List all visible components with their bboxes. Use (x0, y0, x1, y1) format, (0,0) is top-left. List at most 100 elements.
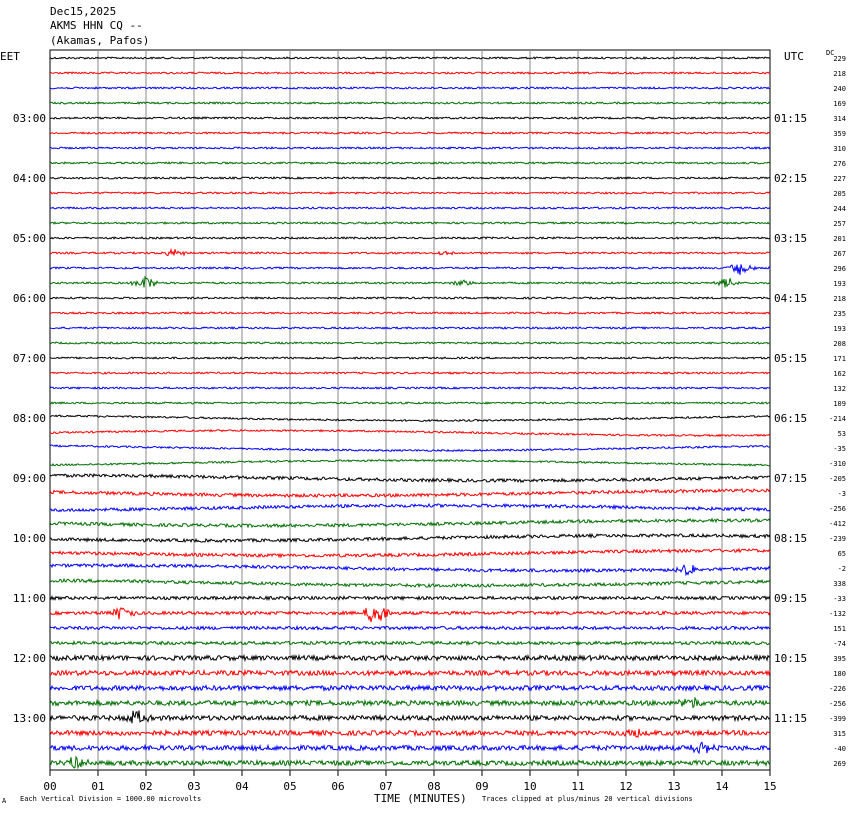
trace-row (49, 577, 771, 589)
dc-offset-label: 218 (833, 70, 846, 78)
trace-row (49, 86, 771, 90)
x-tick-label: 05 (283, 780, 296, 793)
dc-offset-label: 65 (838, 550, 846, 558)
trace-row (49, 639, 771, 647)
dc-offset-label: 180 (833, 670, 846, 678)
trace-row (49, 311, 771, 315)
right-timezone: UTC (784, 50, 804, 63)
header-location: (Akamas, Pafos) (50, 34, 150, 47)
left-time-label: 07:00 (13, 352, 46, 365)
trace-row (49, 517, 771, 529)
dc-offset-label: -33 (833, 595, 846, 603)
trace-row (49, 296, 771, 300)
time-grid (49, 49, 771, 771)
trace-row (49, 755, 771, 770)
right-time-label: 05:15 (774, 352, 807, 365)
dc-offset-label: 315 (833, 730, 846, 738)
left-timezone: EET (0, 50, 20, 63)
right-time-label: 07:15 (774, 472, 807, 485)
x-tick-label: 02 (139, 780, 152, 793)
trace-row (49, 624, 771, 631)
dc-offset-label: -226 (829, 685, 846, 693)
left-time-label: 04:00 (13, 172, 46, 185)
trace-row (49, 401, 771, 405)
dc-offset-label: 267 (833, 250, 846, 258)
trace-row (49, 56, 771, 60)
dc-offset-label: -3 (838, 490, 846, 498)
x-axis: 00 01 02 03 04 05 06 07 08 09 10 11 12 13 14 15 (43, 770, 777, 793)
trace-row (49, 606, 771, 623)
dc-offset-label: 244 (833, 205, 846, 213)
header-station: AKMS HHN CQ -- (50, 19, 143, 32)
trace-row (49, 161, 771, 165)
x-tick-label: 06 (331, 780, 344, 793)
dc-offset-label: 109 (833, 400, 846, 408)
dc-offset-label: -40 (833, 745, 846, 753)
dc-offset-label: -256 (829, 700, 846, 708)
x-tick-label: 14 (715, 780, 729, 793)
right-time-label: 08:15 (774, 532, 807, 545)
dc-offset-label: 227 (833, 175, 846, 183)
trace-row (49, 444, 771, 453)
x-tick-label: 09 (475, 780, 488, 793)
dc-offset-label: 151 (833, 625, 846, 633)
trace-row (49, 341, 771, 345)
right-time-label: 03:15 (774, 232, 807, 245)
dc-offset-label: -35 (833, 445, 846, 453)
dc-offset-label: -412 (829, 520, 846, 528)
left-time-label: 08:00 (13, 412, 46, 425)
x-tick-label: 10 (523, 780, 536, 793)
trace-row (49, 502, 771, 513)
trace-row (49, 414, 771, 423)
dc-offset-label: 338 (833, 580, 846, 588)
right-time-label: 01:15 (774, 112, 807, 125)
dc-offset-label: 169 (833, 100, 846, 108)
dc-offset-label: 359 (833, 130, 846, 138)
trace-row (49, 428, 771, 438)
plot-frame (49, 49, 771, 771)
left-time-label: 10:00 (13, 532, 46, 545)
dc-offset-label: 205 (833, 190, 846, 198)
seismic-traces (49, 56, 771, 770)
dc-offset-label: 240 (833, 85, 846, 93)
trace-row (49, 206, 771, 210)
dc-offset-label: 395 (833, 655, 846, 663)
dc-offset-label: 235 (833, 310, 846, 318)
dc-offset-label: 296 (833, 265, 846, 273)
dc-offset-label: 276 (833, 160, 846, 168)
dc-offset-label: -256 (829, 505, 846, 513)
left-time-label: 11:00 (13, 592, 46, 605)
trace-row (49, 547, 771, 559)
trace-row (49, 131, 771, 135)
trace-row (49, 458, 771, 467)
header-date: Dec15,2025 (50, 5, 117, 18)
footer-scale: Each Vertical Division = 1000.00 microvo… (20, 795, 201, 803)
dc-offset-label: 193 (833, 280, 846, 288)
left-time-label: 06:00 (13, 292, 46, 305)
dc-offset-label: -205 (829, 475, 846, 483)
trace-row (49, 71, 770, 75)
right-time-label: 06:15 (774, 412, 807, 425)
trace-row (49, 356, 771, 360)
trace-row (49, 487, 771, 499)
dc-offset-label: -239 (829, 535, 846, 543)
dc-offset-label: 229 (833, 55, 846, 63)
dc-offset-label: -2 (838, 565, 846, 573)
x-tick-label: 08 (427, 780, 440, 793)
x-tick-label: 13 (667, 780, 680, 793)
trace-row (49, 191, 771, 195)
right-time-label: 10:15 (774, 652, 807, 665)
trace-row (49, 595, 771, 602)
trace-row (49, 264, 771, 275)
dc-offset-label: 193 (833, 325, 846, 333)
dc-offset-label: -74 (833, 640, 846, 648)
dc-offset-label: 208 (833, 340, 846, 348)
dc-offset-label: 269 (833, 760, 846, 768)
x-tick-label: 01 (91, 780, 104, 793)
trace-row (49, 728, 771, 738)
trace-row (49, 668, 771, 678)
trace-row (49, 696, 771, 709)
trace-row (49, 221, 770, 225)
dc-offset-label: -399 (829, 715, 846, 723)
